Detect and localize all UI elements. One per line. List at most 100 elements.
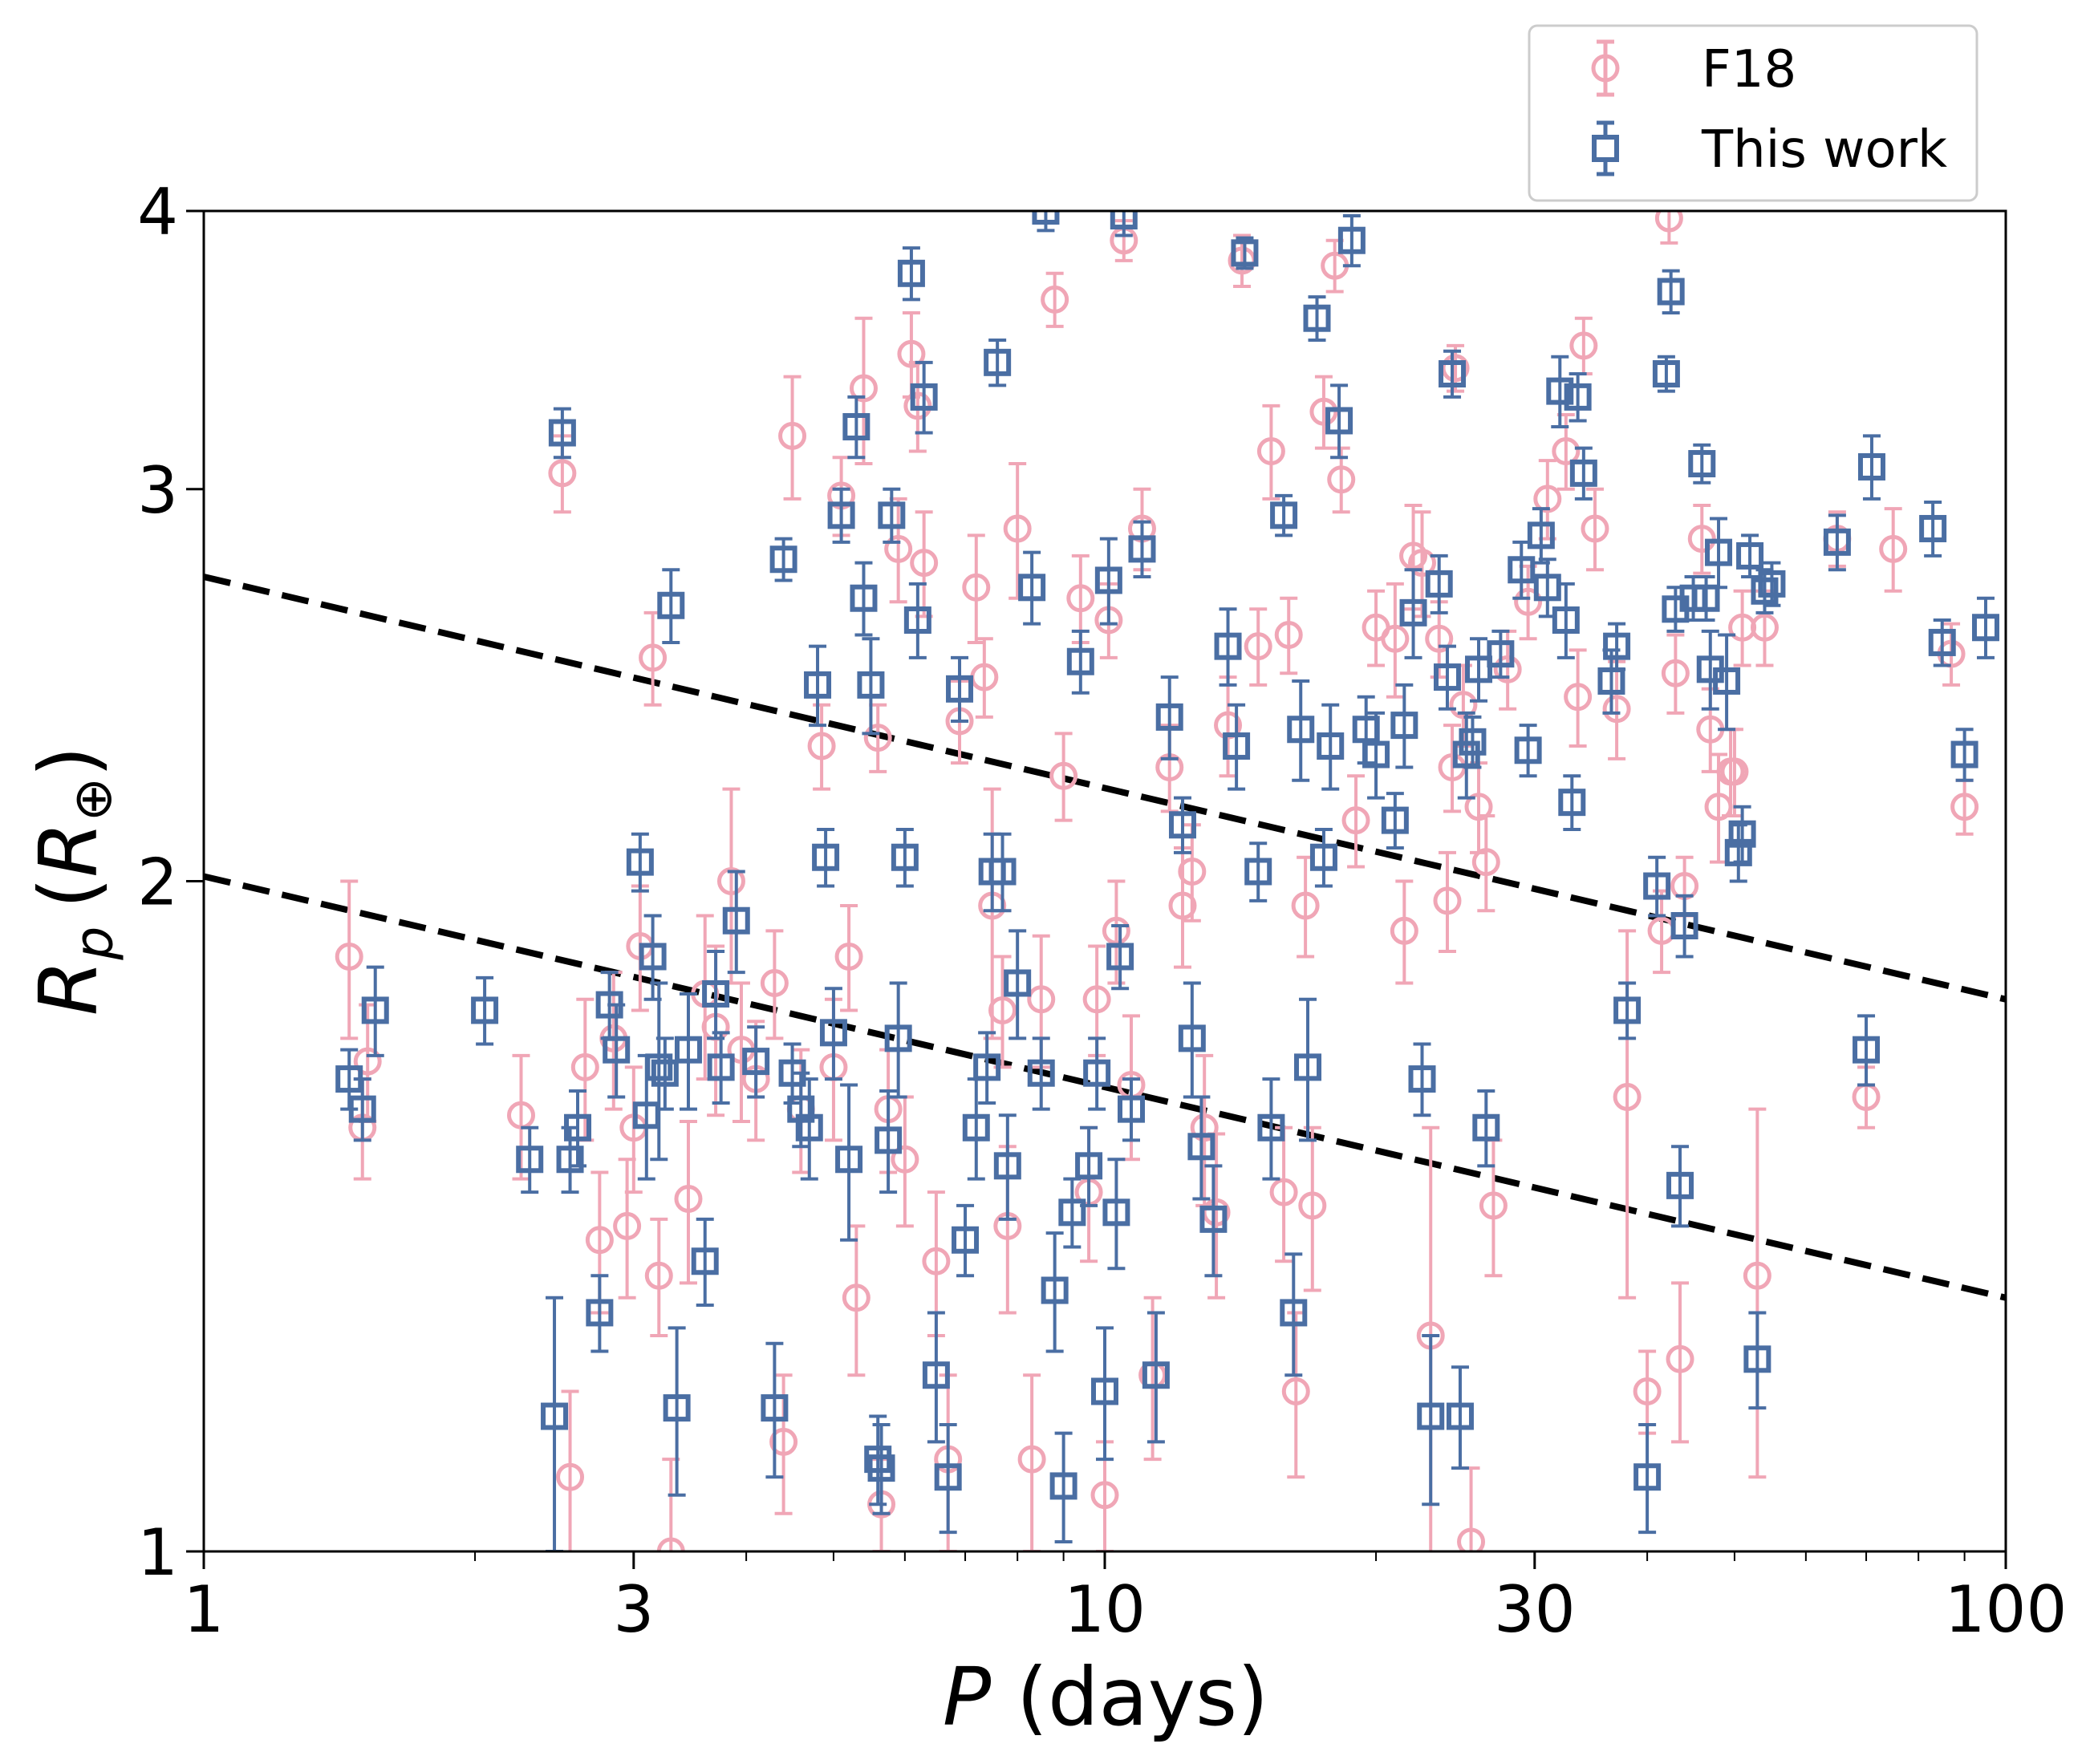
this-work-point	[897, 246, 925, 302]
square-marker	[984, 348, 1012, 376]
this-work-point	[1569, 446, 1597, 501]
x-tick-label: 10	[1064, 1572, 1146, 1647]
circle-marker	[1661, 659, 1690, 687]
circle-marker	[1464, 793, 1493, 821]
this-work-point	[1187, 1095, 1215, 1201]
f18-point	[1581, 487, 1609, 572]
square-marker	[1670, 912, 1698, 939]
this-work-point	[645, 981, 673, 1162]
this-work-point	[1094, 537, 1122, 626]
f18-point	[335, 879, 363, 1040]
this-work-point	[1857, 434, 1885, 501]
square-marker	[742, 1048, 770, 1076]
square-marker	[1168, 811, 1196, 839]
f18-point	[1362, 589, 1390, 667]
this-work-point	[1425, 554, 1453, 614]
square-marker	[1853, 1036, 1881, 1064]
square-marker	[875, 1126, 903, 1154]
square-marker	[1514, 736, 1542, 764]
this-work-point	[1633, 1423, 1662, 1535]
this-work-point	[1713, 633, 1741, 732]
this-work-point	[586, 1274, 614, 1353]
legend-label-f18: F18	[1702, 40, 1796, 99]
square-marker	[827, 501, 855, 529]
f18-point	[834, 904, 863, 1012]
x-tick-label: 1	[184, 1572, 225, 1647]
reference-lines	[204, 574, 2006, 1301]
this-work-point	[1728, 805, 1756, 864]
square-marker	[1178, 1024, 1206, 1052]
x-tick-label: 30	[1494, 1572, 1576, 1647]
this-work-point	[1736, 533, 1764, 579]
square-marker	[1049, 1472, 1077, 1500]
this-work-point	[819, 987, 847, 1081]
square-marker	[1083, 1059, 1111, 1087]
f18-point	[1743, 1107, 1771, 1479]
this-work-point	[1083, 1036, 1111, 1111]
square-marker	[761, 1394, 789, 1422]
this-work-point	[691, 1217, 719, 1308]
square-marker	[1091, 1377, 1118, 1405]
square-marker	[1527, 521, 1555, 549]
circle-marker	[863, 724, 892, 752]
legend-marker-this-work	[1592, 120, 1619, 176]
square-marker	[1823, 528, 1851, 556]
square-marker	[812, 843, 840, 871]
f18-point	[1341, 774, 1370, 869]
this-work-point	[962, 1077, 990, 1181]
square-marker	[1337, 226, 1366, 254]
square-marker	[1280, 1299, 1308, 1327]
square-marker	[722, 906, 750, 935]
f18-point	[1049, 732, 1078, 822]
this-work-point	[1688, 443, 1716, 485]
this-work-point	[857, 637, 885, 736]
this-work-point	[835, 1083, 863, 1242]
f18-point	[1514, 564, 1543, 641]
this-work-point	[564, 1089, 592, 1168]
square-marker	[1032, 211, 1060, 225]
square-marker	[1569, 459, 1597, 487]
square-marker	[361, 996, 389, 1024]
this-work-point	[1666, 1145, 1694, 1228]
this-work-point	[1853, 1014, 1881, 1087]
f18-point	[556, 1389, 585, 1551]
this-work-point	[1399, 568, 1427, 659]
legend-item-this-work: This work	[1592, 120, 1947, 180]
this-work-point	[1459, 715, 1487, 769]
square-marker	[1018, 574, 1046, 602]
circle-marker	[778, 421, 807, 450]
square-marker	[1643, 872, 1671, 900]
square-marker	[1657, 278, 1685, 306]
square-marker	[1603, 632, 1631, 660]
square-marker	[1362, 740, 1390, 768]
circle-marker	[1269, 1178, 1298, 1206]
f18-point	[962, 533, 991, 644]
this-work-point	[795, 1077, 823, 1181]
square-marker	[946, 675, 974, 703]
this-work-point	[1692, 575, 1720, 622]
f18-point	[760, 929, 789, 1040]
circle-marker	[988, 996, 1017, 1024]
square-marker	[663, 1394, 691, 1422]
f18-point	[1066, 554, 1095, 644]
f18-point	[1654, 211, 1683, 245]
this-work-point	[651, 1036, 679, 1111]
square-marker	[674, 1036, 702, 1064]
this-work-point	[842, 395, 870, 460]
f18-point	[1298, 1125, 1327, 1292]
f18-point	[1533, 459, 1562, 541]
this-work-point	[1928, 618, 1956, 667]
square-marker	[1465, 655, 1493, 683]
circle-marker	[807, 732, 836, 760]
circle-marker	[1457, 1527, 1486, 1551]
circle-marker	[1190, 1113, 1219, 1142]
circle-marker	[1027, 985, 1056, 1014]
f18-point	[807, 703, 836, 791]
this-work-point	[910, 360, 938, 435]
this-work-point	[1527, 507, 1555, 565]
this-work-point	[603, 1003, 631, 1099]
square-marker	[1688, 450, 1716, 478]
square-marker	[702, 979, 730, 1008]
y-tick-label: 2	[137, 846, 178, 920]
circle-marker	[884, 534, 913, 563]
